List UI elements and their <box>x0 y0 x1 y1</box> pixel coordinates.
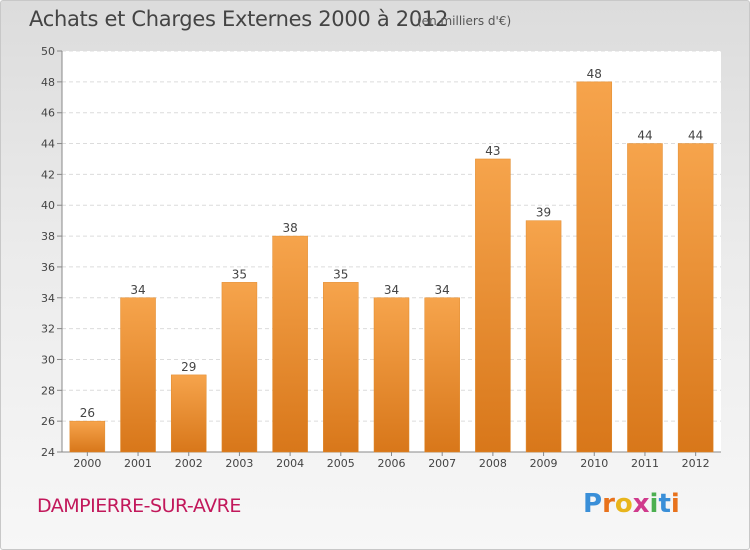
logo-letter: i <box>649 489 659 519</box>
bar <box>170 374 207 453</box>
bar <box>221 282 258 453</box>
x-tick-label: 2003 <box>225 457 253 470</box>
x-tick-label: 2009 <box>530 457 558 470</box>
bar <box>627 143 663 453</box>
x-tick-label: 2005 <box>327 457 355 470</box>
bar <box>525 220 562 453</box>
y-tick-label: 28 <box>41 384 55 397</box>
data-label: 44 <box>637 129 652 143</box>
x-tick-label: 2008 <box>479 457 507 470</box>
data-label: 34 <box>384 283 399 297</box>
bar <box>576 81 613 453</box>
bar <box>323 282 359 453</box>
commune-name: DAMPIERRE-SUR-AVRE <box>37 495 241 517</box>
x-tick-label: 2010 <box>580 457 608 470</box>
y-tick-label: 44 <box>41 138 55 151</box>
logo-letter: o <box>614 489 633 519</box>
data-label: 34 <box>130 283 145 297</box>
y-tick-label: 36 <box>41 261 55 274</box>
y-tick-label: 26 <box>41 415 55 428</box>
x-tick-label: 2007 <box>428 457 456 470</box>
bar <box>424 297 460 453</box>
x-tick-label: 2000 <box>73 457 101 470</box>
bar <box>677 143 714 453</box>
bar <box>120 297 156 453</box>
y-tick-label: 32 <box>41 323 55 336</box>
y-tick-label: 30 <box>41 353 55 366</box>
logo-letter: r <box>602 489 615 519</box>
proxiti-logo[interactable]: Proxiti <box>583 489 680 519</box>
chart-unit: (en milliers d'€) <box>417 14 512 28</box>
data-label: 35 <box>232 267 247 281</box>
chart-title: Achats et Charges Externes 2000 à 2012 <box>29 7 449 31</box>
x-tick-label: 2002 <box>175 457 203 470</box>
y-tick-label: 24 <box>41 446 55 459</box>
bar <box>272 235 308 453</box>
y-tick-label: 40 <box>41 199 55 212</box>
x-tick-label: 2011 <box>631 457 659 470</box>
logo-letter: P <box>583 489 603 519</box>
data-label: 43 <box>485 144 500 158</box>
data-label: 34 <box>435 283 450 297</box>
logo-letter: i <box>670 489 680 519</box>
data-label: 26 <box>80 406 95 420</box>
data-label: 38 <box>282 221 297 235</box>
bar <box>373 297 410 453</box>
y-tick-label: 38 <box>41 230 55 243</box>
y-tick-label: 42 <box>41 168 55 181</box>
data-label: 35 <box>333 267 348 281</box>
bar <box>475 158 511 453</box>
x-tick-label: 2006 <box>378 457 406 470</box>
data-label: 48 <box>587 67 602 81</box>
data-label: 29 <box>181 360 196 374</box>
logo-letter: t <box>658 489 671 519</box>
data-label: 39 <box>536 206 551 220</box>
x-tick-label: 2004 <box>276 457 304 470</box>
y-tick-label: 34 <box>41 292 55 305</box>
data-label: 44 <box>688 129 703 143</box>
bar <box>69 420 106 453</box>
y-tick-label: 50 <box>41 45 55 58</box>
y-tick-label: 48 <box>41 76 55 89</box>
x-tick-label: 2012 <box>682 457 710 470</box>
x-tick-label: 2001 <box>124 457 152 470</box>
logo-letter: x <box>632 489 650 519</box>
y-tick-label: 46 <box>41 107 55 120</box>
